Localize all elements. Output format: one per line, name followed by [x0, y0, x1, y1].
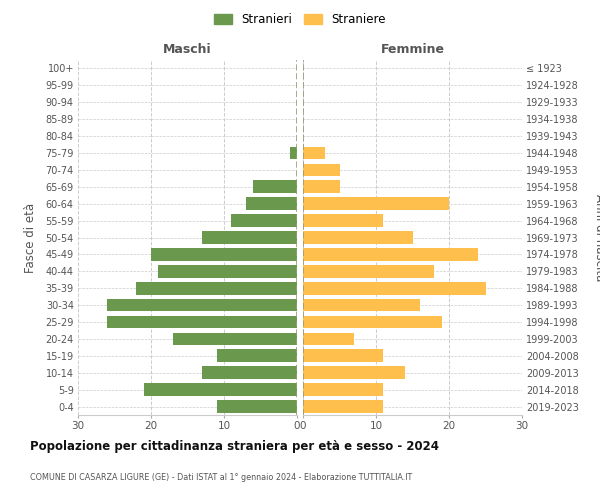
Bar [158, 265, 297, 278]
Bar [290, 146, 297, 160]
Bar [303, 146, 325, 160]
Y-axis label: Fasce di età: Fasce di età [24, 202, 37, 272]
Text: COMUNE DI CASARZA LIGURE (GE) - Dati ISTAT al 1° gennaio 2024 - Elaborazione TUT: COMUNE DI CASARZA LIGURE (GE) - Dati IST… [30, 473, 412, 482]
Bar [303, 316, 442, 328]
Bar [136, 282, 297, 294]
Bar [107, 299, 297, 312]
Bar [253, 180, 297, 193]
Text: Popolazione per cittadinanza straniera per età e sesso - 2024: Popolazione per cittadinanza straniera p… [30, 440, 439, 453]
Bar [303, 180, 340, 193]
Bar [246, 198, 297, 210]
Bar [232, 214, 297, 227]
Bar [303, 299, 420, 312]
Bar [303, 231, 413, 244]
Bar [303, 198, 449, 210]
Bar [217, 350, 297, 362]
Bar [202, 231, 297, 244]
Bar [107, 316, 297, 328]
Bar [303, 214, 383, 227]
Bar [151, 248, 297, 260]
Bar [303, 384, 383, 396]
Bar [303, 248, 478, 260]
Bar [173, 332, 297, 345]
Bar [303, 400, 383, 413]
Title: Femmine: Femmine [380, 43, 445, 56]
Bar [303, 332, 354, 345]
Y-axis label: Anni di nascita: Anni di nascita [593, 194, 600, 281]
Bar [202, 366, 297, 379]
Title: Maschi: Maschi [163, 43, 212, 56]
Bar [303, 282, 485, 294]
Bar [303, 350, 383, 362]
Bar [303, 366, 405, 379]
Bar [303, 265, 434, 278]
Bar [144, 384, 297, 396]
Legend: Stranieri, Straniere: Stranieri, Straniere [209, 8, 391, 31]
Bar [303, 164, 340, 176]
Bar [217, 400, 297, 413]
